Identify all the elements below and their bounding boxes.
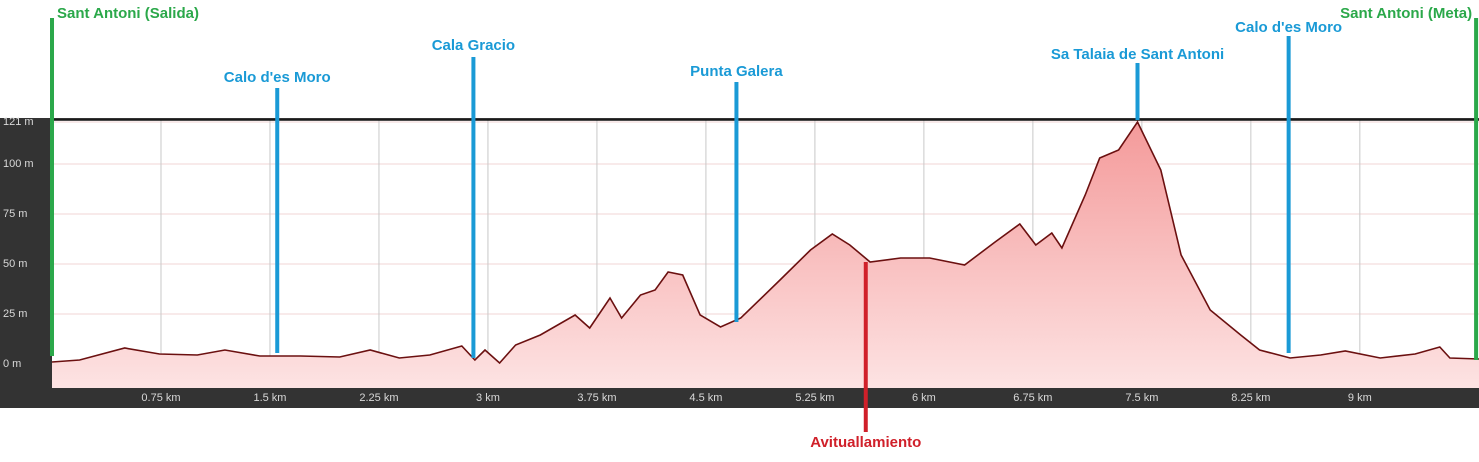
y-tick-label: 100 m [3, 158, 34, 170]
marker-label: Punta Galera [690, 63, 783, 80]
x-tick-label: 6.75 km [1013, 392, 1052, 404]
x-tick-label: 6 km [912, 392, 936, 404]
x-tick-label: 2.25 km [359, 392, 398, 404]
marker-label: Calo d'es Moro [1235, 19, 1342, 36]
y-tick-label: 25 m [3, 308, 27, 320]
y-tick-label: 50 m [3, 258, 27, 270]
elevation-line [51, 120, 1479, 365]
y-tick-label: 0 m [3, 358, 21, 370]
x-tick-label: 7.5 km [1125, 392, 1158, 404]
x-tick-label: 4.5 km [689, 392, 722, 404]
marker-label: Avituallamiento [810, 434, 921, 451]
x-tick-label: 3.75 km [577, 392, 616, 404]
marker-label: Cala Gracio [432, 37, 515, 54]
marker-label: Calo d'es Moro [224, 69, 331, 86]
x-tick-label: 5.25 km [795, 392, 834, 404]
x-tick-label: 0.75 km [141, 392, 180, 404]
marker-label: Sa Talaia de Sant Antoni [1051, 46, 1224, 63]
marker-label: Sant Antoni (Meta) [1340, 5, 1472, 22]
x-tick-label: 1.5 km [253, 392, 286, 404]
y-tick-label: 75 m [3, 208, 27, 220]
y-tick-label: 121 m [3, 116, 34, 128]
x-tick-label: 9 km [1348, 392, 1372, 404]
elevation-area [52, 122, 1479, 388]
marker-label: Sant Antoni (Salida) [57, 5, 199, 22]
x-tick-label: 8.25 km [1231, 392, 1270, 404]
x-tick-label: 3 km [476, 392, 500, 404]
